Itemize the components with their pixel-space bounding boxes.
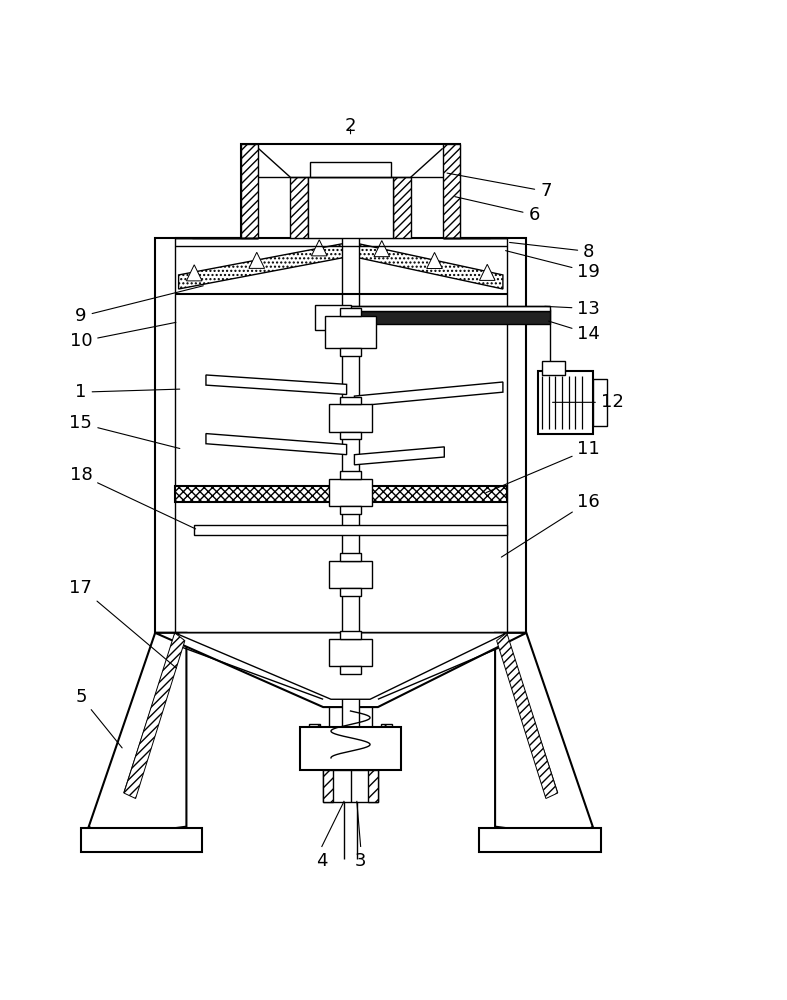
- Text: 5: 5: [76, 688, 122, 748]
- Bar: [175, 486, 507, 502]
- Bar: [340, 308, 360, 316]
- Text: 1: 1: [76, 383, 179, 401]
- Text: 10: 10: [69, 322, 176, 350]
- Bar: [241, 144, 258, 238]
- Bar: [340, 432, 360, 439]
- Polygon shape: [155, 633, 527, 707]
- Bar: [340, 471, 360, 479]
- Text: 8: 8: [509, 242, 594, 261]
- Bar: [194, 525, 507, 535]
- Bar: [329, 561, 372, 588]
- Text: 16: 16: [501, 493, 600, 557]
- Polygon shape: [206, 375, 346, 395]
- Text: 7: 7: [447, 173, 552, 200]
- Text: 4: 4: [316, 852, 327, 870]
- Polygon shape: [495, 633, 593, 838]
- Polygon shape: [427, 252, 442, 269]
- Text: 11: 11: [486, 440, 600, 493]
- Bar: [346, 311, 550, 324]
- Bar: [593, 379, 607, 426]
- Text: 2: 2: [345, 117, 357, 135]
- Bar: [394, 177, 411, 238]
- Bar: [329, 479, 372, 506]
- Polygon shape: [479, 264, 495, 280]
- Polygon shape: [179, 244, 342, 289]
- Polygon shape: [312, 240, 327, 256]
- Bar: [323, 770, 333, 802]
- Polygon shape: [354, 447, 445, 465]
- Bar: [340, 588, 360, 596]
- Bar: [325, 316, 376, 348]
- Bar: [81, 828, 202, 852]
- Polygon shape: [249, 252, 264, 268]
- Bar: [340, 506, 360, 514]
- Bar: [241, 144, 460, 238]
- Bar: [155, 238, 527, 633]
- Text: 3: 3: [355, 852, 367, 870]
- Bar: [340, 553, 360, 561]
- Bar: [340, 397, 360, 404]
- Polygon shape: [497, 633, 558, 799]
- Bar: [323, 770, 378, 802]
- Bar: [346, 306, 550, 311]
- Bar: [340, 348, 360, 356]
- Text: 14: 14: [549, 321, 600, 343]
- Bar: [368, 770, 378, 802]
- Text: 6: 6: [455, 197, 540, 224]
- Polygon shape: [358, 244, 503, 289]
- Bar: [329, 639, 372, 666]
- Bar: [538, 371, 593, 434]
- Polygon shape: [175, 633, 507, 699]
- Bar: [382, 724, 392, 738]
- Bar: [340, 631, 360, 639]
- Bar: [309, 724, 320, 738]
- Text: 13: 13: [545, 300, 600, 318]
- Bar: [329, 404, 372, 432]
- Bar: [340, 666, 360, 674]
- Polygon shape: [374, 241, 390, 257]
- Bar: [479, 828, 600, 852]
- Polygon shape: [89, 633, 187, 838]
- Polygon shape: [124, 633, 185, 799]
- Bar: [443, 144, 460, 238]
- Bar: [542, 361, 565, 375]
- Text: 17: 17: [69, 579, 176, 668]
- Bar: [300, 727, 401, 770]
- Text: 15: 15: [69, 414, 179, 449]
- Bar: [310, 162, 391, 177]
- Polygon shape: [206, 434, 346, 455]
- Bar: [316, 305, 350, 330]
- Text: 18: 18: [69, 466, 196, 529]
- Text: 19: 19: [505, 251, 600, 281]
- Bar: [308, 177, 394, 238]
- Text: 12: 12: [552, 393, 624, 411]
- Text: 9: 9: [76, 286, 203, 325]
- Bar: [342, 230, 359, 801]
- Polygon shape: [354, 382, 503, 406]
- Polygon shape: [187, 265, 202, 281]
- Bar: [290, 177, 308, 238]
